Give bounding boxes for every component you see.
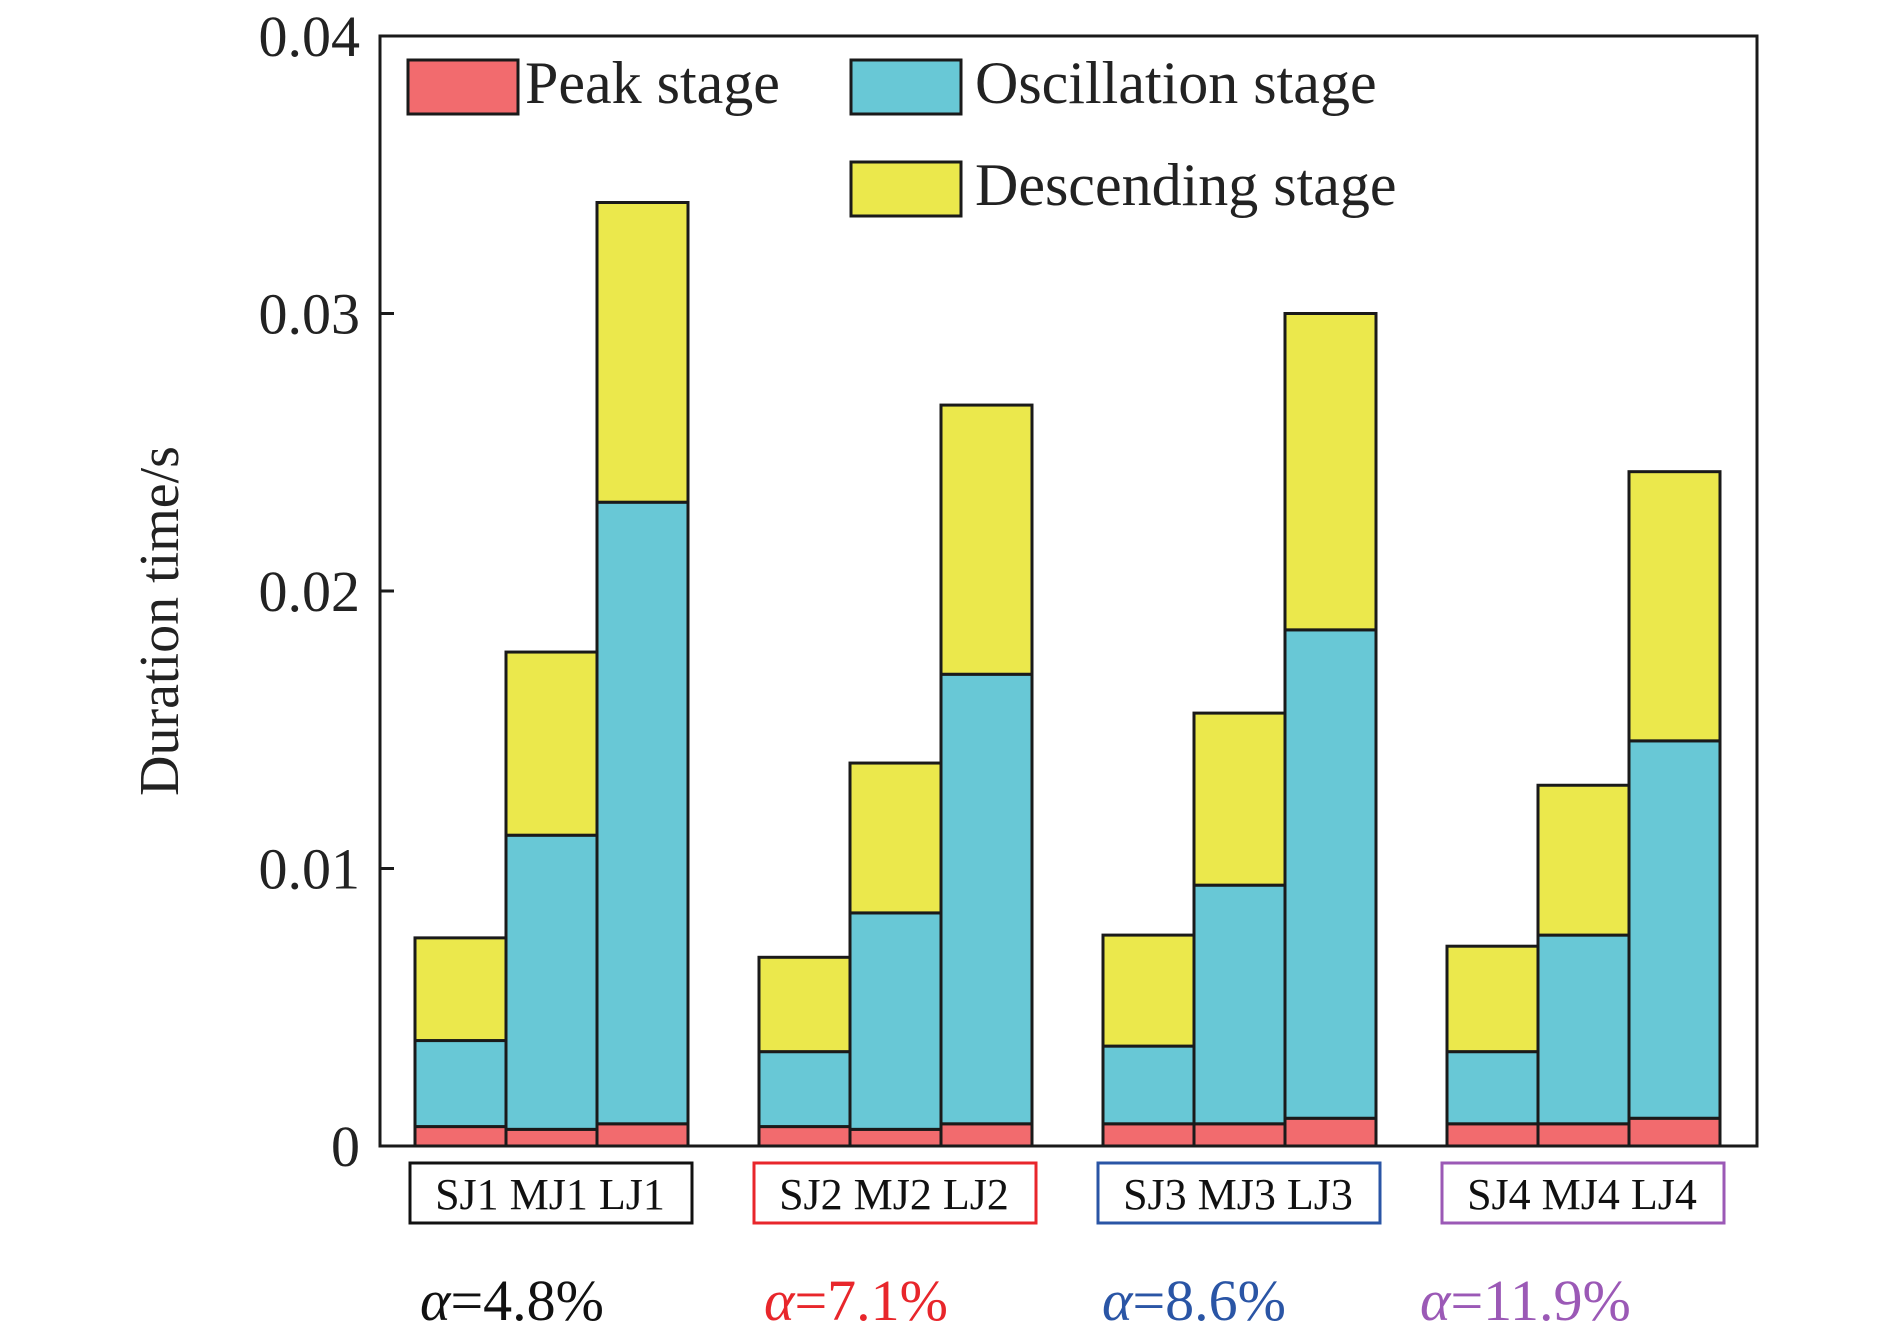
bar-lj2-oscillation-stage (939, 672, 1034, 1126)
group-label-1: SJ1 MJ1 LJ1 (435, 1170, 665, 1219)
alpha-label-3: α=8.6% (1102, 1268, 1286, 1332)
bar-lj4-descending-stage (1627, 470, 1722, 743)
y-tick-label: 0.03 (259, 282, 361, 347)
y-tick-label: 0.04 (259, 4, 361, 69)
bar-sj4-descending-stage (1445, 944, 1540, 1054)
bar-sj1-descending-stage (413, 936, 508, 1043)
bar-lj3-peak-stage (1283, 1116, 1378, 1148)
legend-swatch-descending-stage (849, 160, 963, 218)
bar-mj2-peak-stage (848, 1127, 943, 1148)
group-label-2: SJ2 MJ2 LJ2 (779, 1170, 1009, 1219)
bar-sj2-peak-stage (757, 1125, 852, 1148)
bar-sj3-peak-stage (1101, 1122, 1196, 1148)
bar-lj1-descending-stage (595, 201, 690, 504)
group-label-3: SJ3 MJ3 LJ3 (1123, 1170, 1353, 1219)
bar-mj1-descending-stage (504, 650, 599, 837)
alpha-label-4: α=11.9% (1420, 1268, 1631, 1332)
bar-sj2-oscillation-stage (757, 1050, 852, 1129)
legend-label-peak-stage: Peak stage (525, 50, 780, 116)
legend: Peak stage Oscillation stage Descending st… (406, 50, 1397, 218)
bar-mj3-peak-stage (1192, 1122, 1287, 1148)
y-axis-label: Duration time/s (129, 446, 191, 796)
bar-lj4-peak-stage (1627, 1116, 1722, 1148)
y-tick-label: 0.01 (259, 837, 361, 902)
bars-layer (413, 201, 1722, 1148)
group-box-2 (752, 1161, 1038, 1225)
bar-lj2-descending-stage (939, 403, 1034, 676)
bar-lj4-oscillation-stage (1627, 739, 1722, 1120)
group-label-4: SJ4 MJ4 LJ4 (1467, 1170, 1697, 1219)
bar-lj2-peak-stage (939, 1122, 1034, 1148)
group-box-4 (1440, 1161, 1726, 1225)
bar-mj3-descending-stage (1192, 711, 1287, 887)
bar-sj1-peak-stage (413, 1125, 508, 1148)
legend-label-oscillation-stage: Oscillation stage (975, 50, 1377, 116)
bar-lj1-oscillation-stage (595, 500, 690, 1126)
bar-sj4-peak-stage (1445, 1122, 1540, 1148)
bar-mj1-oscillation-stage (504, 833, 599, 1131)
legend-swatch-oscillation-stage (849, 58, 963, 116)
y-tick-label: 0.02 (259, 559, 361, 624)
bar-mj4-oscillation-stage (1536, 933, 1631, 1126)
bar-lj1-peak-stage (595, 1122, 690, 1148)
bar-mj3-oscillation-stage (1192, 883, 1287, 1126)
alpha-label-2: α=7.1% (764, 1268, 948, 1332)
bar-mj2-descending-stage (848, 761, 943, 915)
bar-sj3-oscillation-stage (1101, 1044, 1196, 1126)
legend-label-descending-stage: Descending stage (975, 152, 1397, 218)
bar-sj1-oscillation-stage (413, 1039, 508, 1129)
group-labels: SJ1 MJ1 LJ1 α=4.8% SJ2 MJ2 LJ2 α=7.1% SJ3 MJ… (408, 1161, 1726, 1332)
bar-mj4-peak-stage (1536, 1122, 1631, 1148)
y-tick-label: 0 (331, 1114, 360, 1179)
alpha-label-1: α=4.8% (420, 1268, 604, 1332)
bar-mj1-peak-stage (504, 1127, 599, 1148)
bar-sj2-descending-stage (757, 955, 852, 1054)
group-box-1 (408, 1161, 694, 1225)
bar-mj2-oscillation-stage (848, 911, 943, 1131)
bar-lj3-descending-stage (1283, 312, 1378, 632)
y-axis: 0 0.01 0.02 0.03 0.04 (259, 4, 394, 1179)
legend-swatch-peak-stage (406, 58, 520, 116)
bar-mj4-descending-stage (1536, 783, 1631, 937)
bar-sj4-oscillation-stage (1445, 1050, 1540, 1126)
group-box-3 (1096, 1161, 1382, 1225)
bar-lj3-oscillation-stage (1283, 628, 1378, 1120)
bar-sj3-descending-stage (1101, 933, 1196, 1048)
